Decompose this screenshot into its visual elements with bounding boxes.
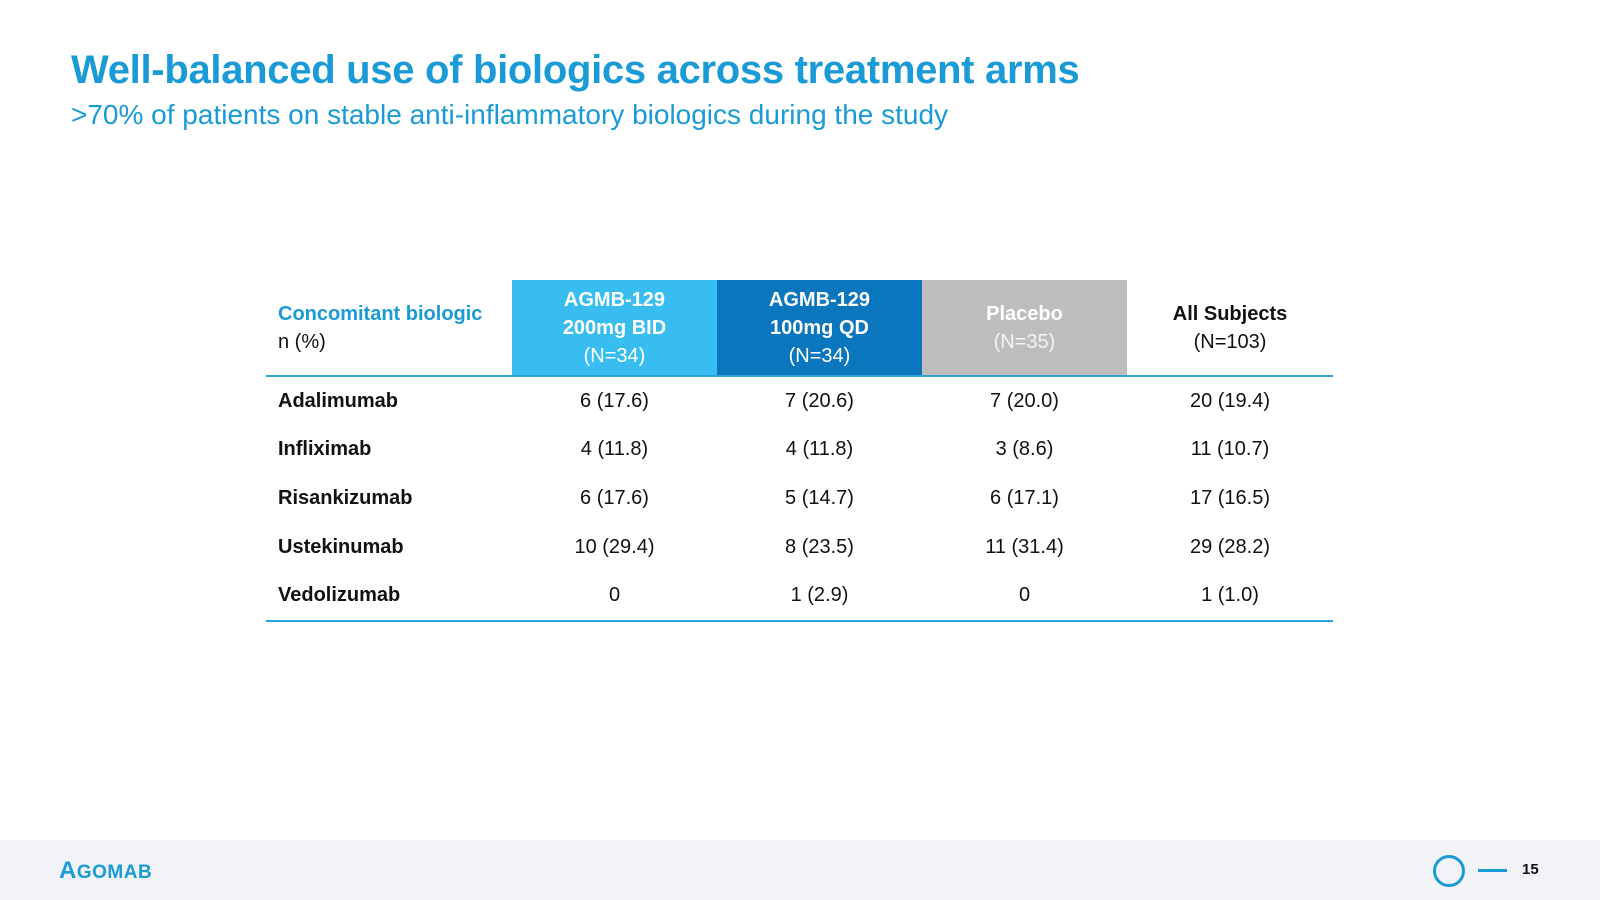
page-number: 15 [1522, 861, 1539, 878]
header-agmb-100mg-qd: AGMB-129 100mg QD (N=34) [717, 280, 922, 377]
cell-all-subjects: 20 (19.4) [1189, 389, 1271, 412]
slide-footer: AGOMAB 15 [0, 840, 1600, 900]
row-biologic-name: Vedolizumab [266, 571, 512, 622]
cell-placebo: 11 (31.4) [985, 535, 1064, 558]
ring-icon [1433, 855, 1465, 887]
header-arm2-n: (N=34) [788, 344, 851, 367]
table-row: Adalimumab 6 (17.6) 7 (20.6) 7 (20.0) 20… [266, 376, 1333, 426]
cell-placebo: 6 (17.1) [990, 486, 1059, 509]
logo-rest: GOMAB [76, 862, 153, 883]
header-arm1-n: (N=34) [583, 344, 646, 367]
table-body: Adalimumab 6 (17.6) 7 (20.6) 7 (20.0) 20… [266, 376, 1333, 622]
biologics-table: Concomitant biologic n (%) AGMB-129 200m… [266, 280, 1333, 622]
cell-all-subjects: 17 (16.5) [1189, 486, 1271, 509]
header-arm1-dose: 200mg BID [562, 316, 667, 339]
table-row: Vedolizumab 0 1 (2.9) 0 1 (1.0) [266, 571, 1333, 622]
cell-all-subjects: 1 (1.0) [1127, 571, 1333, 622]
cell-placebo: 0 [922, 571, 1127, 622]
row-biologic-name: Infliximab [278, 438, 372, 461]
cell-arm2: 1 (2.9) [717, 571, 922, 622]
biologics-table-container: Concomitant biologic n (%) AGMB-129 200m… [266, 280, 1333, 622]
cell-arm2: 4 (11.8) [785, 438, 854, 461]
table-row: Risankizumab 6 (17.6) 5 (14.7) 6 (17.1) … [266, 474, 1333, 523]
header-label-unit: n (%) [278, 330, 326, 353]
row-biologic-name: Adalimumab [278, 389, 399, 412]
header-placebo-label: Placebo [986, 302, 1063, 325]
cell-arm2: 8 (23.5) [785, 535, 854, 558]
header-placebo-n: (N=35) [993, 330, 1056, 353]
table-row: Ustekinumab 10 (29.4) 8 (23.5) 11 (31.4)… [266, 523, 1333, 572]
row-biologic-name: Ustekinumab [278, 535, 404, 558]
cell-arm1: 6 (17.6) [580, 486, 649, 509]
cell-all-subjects: 11 (10.7) [1190, 438, 1270, 461]
agomab-logo: AGOMAB [59, 857, 152, 885]
cell-arm1: 0 [512, 571, 717, 622]
header-all-n: (N=103) [1193, 330, 1267, 353]
header-arm2-dose: 100mg QD [770, 316, 869, 339]
table-header: Concomitant biologic n (%) AGMB-129 200m… [266, 280, 1333, 377]
table-row: Infliximab 4 (11.8) 4 (11.8) 3 (8.6) 11 … [266, 426, 1333, 475]
slide-subtitle: >70% of patients on stable anti-inflamma… [71, 99, 949, 130]
cell-placebo: 7 (20.0) [990, 389, 1059, 412]
header-placebo: Placebo (N=35) [922, 280, 1127, 377]
cell-arm1: 6 (17.6) [580, 389, 649, 412]
header-label-title: Concomitant biologic [278, 302, 483, 325]
cell-arm1: 10 (29.4) [574, 535, 655, 558]
cell-arm2: 5 (14.7) [785, 486, 854, 509]
dash-icon [1478, 869, 1507, 872]
row-biologic-name: Risankizumab [278, 486, 413, 509]
header-all-label: All Subjects [1172, 302, 1288, 325]
slide-title: Well-balanced use of biologics across tr… [71, 48, 1080, 92]
cell-arm1: 4 (11.8) [580, 438, 649, 461]
table-header-row: Concomitant biologic n (%) AGMB-129 200m… [266, 280, 1333, 377]
cell-placebo: 3 (8.6) [995, 438, 1054, 461]
header-arm2-drug: AGMB-129 [768, 288, 871, 311]
logo-initial: A [59, 857, 77, 884]
header-arm1-drug: AGMB-129 [563, 288, 666, 311]
header-all-subjects: All Subjects (N=103) [1127, 280, 1333, 377]
header-concomitant-biologic: Concomitant biologic n (%) [266, 280, 512, 377]
cell-all-subjects: 29 (28.2) [1189, 535, 1271, 558]
header-agmb-200mg-bid: AGMB-129 200mg BID (N=34) [512, 280, 717, 377]
cell-arm2: 7 (20.6) [785, 389, 854, 412]
